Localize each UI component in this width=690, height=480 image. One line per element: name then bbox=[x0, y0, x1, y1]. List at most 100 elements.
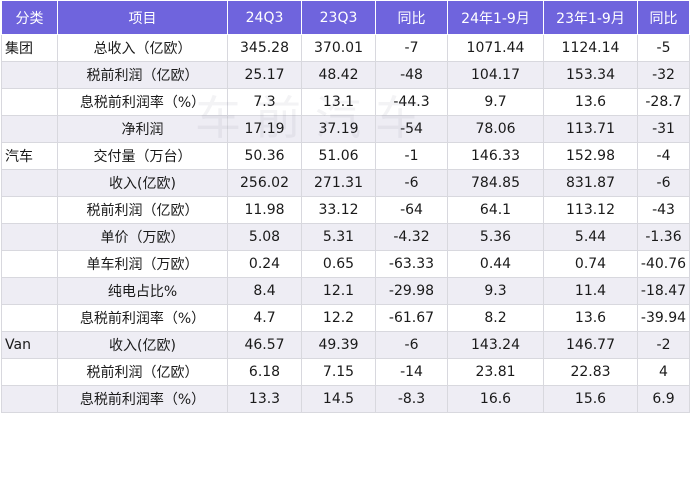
table-row: 息税前利润率（%） 13.3 14.5 -8.3 16.6 15.6 6.9 bbox=[1, 385, 690, 413]
value-yoy-ytd: -40.76 bbox=[637, 250, 690, 278]
table-row: 单车利润（万欧） 0.24 0.65 -63.33 0.44 0.74 -40.76 bbox=[1, 250, 690, 278]
value-24q3: 256.02 bbox=[227, 169, 302, 197]
value-yoy-ytd: -1.36 bbox=[637, 223, 690, 251]
table-row: 单价（万欧） 5.08 5.31 -4.32 5.36 5.44 -1.36 bbox=[1, 223, 690, 251]
value-23q3: 7.15 bbox=[301, 358, 376, 386]
item-cell: 税前利润（亿欧） bbox=[57, 61, 228, 89]
category-cell: Van bbox=[1, 331, 58, 359]
table-row: 税前利润（亿欧） 6.18 7.15 -14 23.81 22.83 4 bbox=[1, 358, 690, 386]
value-23q3: 5.31 bbox=[301, 223, 376, 251]
value-yoy-quarter: -54 bbox=[375, 115, 448, 143]
value-yoy-quarter: -48 bbox=[375, 61, 448, 89]
value-23-ytd: 0.74 bbox=[543, 250, 638, 278]
item-cell: 税前利润（亿欧） bbox=[57, 358, 228, 386]
value-24-ytd: 784.85 bbox=[447, 169, 544, 197]
header-24q3: 24Q3 bbox=[227, 0, 302, 35]
value-23-ytd: 13.6 bbox=[543, 304, 638, 332]
value-yoy-ytd: -32 bbox=[637, 61, 690, 89]
category-cell bbox=[1, 115, 58, 143]
value-24-ytd: 104.17 bbox=[447, 61, 544, 89]
value-24-ytd: 9.7 bbox=[447, 88, 544, 116]
value-yoy-quarter: -6 bbox=[375, 331, 448, 359]
value-23q3: 48.42 bbox=[301, 61, 376, 89]
value-23q3: 13.1 bbox=[301, 88, 376, 116]
value-24q3: 13.3 bbox=[227, 385, 302, 413]
value-yoy-quarter: -6 bbox=[375, 169, 448, 197]
value-23-ytd: 831.87 bbox=[543, 169, 638, 197]
value-24q3: 5.08 bbox=[227, 223, 302, 251]
value-24q3: 46.57 bbox=[227, 331, 302, 359]
item-cell: 纯电占比% bbox=[57, 277, 228, 305]
value-23-ytd: 11.4 bbox=[543, 277, 638, 305]
value-23-ytd: 152.98 bbox=[543, 142, 638, 170]
header-yoy-ytd: 同比 bbox=[637, 0, 690, 35]
value-yoy-quarter: -64 bbox=[375, 196, 448, 224]
category-cell bbox=[1, 196, 58, 224]
value-yoy-quarter: -63.33 bbox=[375, 250, 448, 278]
value-23-ytd: 13.6 bbox=[543, 88, 638, 116]
item-cell: 税前利润（亿欧） bbox=[57, 196, 228, 224]
value-yoy-ytd: 4 bbox=[637, 358, 690, 386]
item-cell: 交付量（万台） bbox=[57, 142, 228, 170]
table-row: 汽车 交付量（万台） 50.36 51.06 -1 146.33 152.98 -4 bbox=[1, 142, 690, 170]
table-row: 净利润 17.19 37.19 -54 78.06 113.71 -31 bbox=[1, 115, 690, 143]
header-23q3: 23Q3 bbox=[301, 0, 376, 35]
table-body: 集团 总收入（亿欧） 345.28 370.01 -7 1071.44 1124.14 -5 税… bbox=[1, 34, 690, 413]
item-cell: 净利润 bbox=[57, 115, 228, 143]
value-yoy-ytd: -18.47 bbox=[637, 277, 690, 305]
category-cell bbox=[1, 88, 58, 116]
value-yoy-ytd: -43 bbox=[637, 196, 690, 224]
value-24q3: 8.4 bbox=[227, 277, 302, 305]
value-24-ytd: 78.06 bbox=[447, 115, 544, 143]
value-24q3: 17.19 bbox=[227, 115, 302, 143]
table-row: Van 收入(亿欧) 46.57 49.39 -6 143.24 146.77 -2 bbox=[1, 331, 690, 359]
value-24-ytd: 8.2 bbox=[447, 304, 544, 332]
value-24q3: 0.24 bbox=[227, 250, 302, 278]
value-yoy-ytd: 6.9 bbox=[637, 385, 690, 413]
item-cell: 收入(亿欧) bbox=[57, 331, 228, 359]
value-24-ytd: 143.24 bbox=[447, 331, 544, 359]
category-cell bbox=[1, 61, 58, 89]
value-23q3: 49.39 bbox=[301, 331, 376, 359]
value-yoy-quarter: -29.98 bbox=[375, 277, 448, 305]
item-cell: 收入(亿欧) bbox=[57, 169, 228, 197]
category-cell bbox=[1, 250, 58, 278]
value-24q3: 6.18 bbox=[227, 358, 302, 386]
category-cell bbox=[1, 223, 58, 251]
header-yoy-quarter: 同比 bbox=[375, 0, 448, 35]
value-24-ytd: 16.6 bbox=[447, 385, 544, 413]
value-yoy-quarter: -4.32 bbox=[375, 223, 448, 251]
category-cell bbox=[1, 304, 58, 332]
item-cell: 息税前利润率（%） bbox=[57, 385, 228, 413]
value-yoy-ytd: -31 bbox=[637, 115, 690, 143]
category-cell bbox=[1, 358, 58, 386]
value-24q3: 345.28 bbox=[227, 34, 302, 62]
item-cell: 总收入（亿欧） bbox=[57, 34, 228, 62]
item-cell: 息税前利润率（%） bbox=[57, 304, 228, 332]
value-23q3: 37.19 bbox=[301, 115, 376, 143]
value-yoy-quarter: -1 bbox=[375, 142, 448, 170]
value-yoy-quarter: -61.67 bbox=[375, 304, 448, 332]
value-23-ytd: 5.44 bbox=[543, 223, 638, 251]
value-24-ytd: 9.3 bbox=[447, 277, 544, 305]
table-row: 收入(亿欧) 256.02 271.31 -6 784.85 831.87 -6 bbox=[1, 169, 690, 197]
header-category: 分类 bbox=[1, 0, 58, 35]
table-row: 息税前利润率（%） 4.7 12.2 -61.67 8.2 13.6 -39.94 bbox=[1, 304, 690, 332]
value-24-ytd: 0.44 bbox=[447, 250, 544, 278]
header-row: 分类 项目 24Q3 23Q3 同比 24年1-9月 23年1-9月 同比 bbox=[1, 0, 690, 35]
value-yoy-quarter: -8.3 bbox=[375, 385, 448, 413]
value-yoy-quarter: -14 bbox=[375, 358, 448, 386]
value-24q3: 7.3 bbox=[227, 88, 302, 116]
item-cell: 单车利润（万欧） bbox=[57, 250, 228, 278]
value-yoy-ytd: -4 bbox=[637, 142, 690, 170]
category-cell: 集团 bbox=[1, 34, 58, 62]
item-cell: 单价（万欧） bbox=[57, 223, 228, 251]
value-23-ytd: 146.77 bbox=[543, 331, 638, 359]
header-24-ytd: 24年1-9月 bbox=[447, 0, 544, 35]
table-row: 税前利润（亿欧） 11.98 33.12 -64 64.1 113.12 -43 bbox=[1, 196, 690, 224]
value-24q3: 25.17 bbox=[227, 61, 302, 89]
value-23q3: 14.5 bbox=[301, 385, 376, 413]
value-23-ytd: 113.71 bbox=[543, 115, 638, 143]
value-24-ytd: 146.33 bbox=[447, 142, 544, 170]
value-23q3: 51.06 bbox=[301, 142, 376, 170]
